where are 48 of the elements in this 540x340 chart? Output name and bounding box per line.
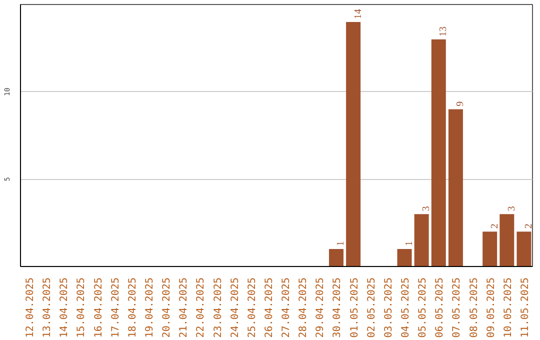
- x-tick-label: 09.05.2025: [486, 277, 497, 338]
- bar: [482, 232, 498, 266]
- x-tick-label: 10.05.2025: [502, 277, 514, 338]
- x-tick-label: 20.04.2025: [162, 277, 173, 338]
- x-tick-label: 26.04.2025: [264, 277, 275, 338]
- x-tick-label: 22.04.2025: [196, 277, 207, 338]
- bar: [516, 232, 532, 266]
- x-tick-label: 03.05.2025: [383, 277, 394, 338]
- x-tick-label: 29.04.2025: [315, 277, 326, 338]
- data-label: 3: [421, 206, 432, 212]
- x-tick-label: 04.05.2025: [400, 277, 412, 338]
- data-label: 13: [438, 26, 450, 36]
- bar: [448, 109, 463, 266]
- data-label: 1: [336, 241, 347, 246]
- x-tick-label: 25.04.2025: [246, 277, 258, 338]
- x-tick-label: 12.04.2025: [25, 277, 36, 338]
- x-tick-label: 17.04.2025: [110, 277, 122, 338]
- x-tick-label: 21.04.2025: [178, 277, 190, 338]
- bar: [397, 249, 412, 266]
- data-label: 9: [455, 101, 466, 106]
- x-tick-label: 23.04.2025: [212, 277, 224, 338]
- data-label: 2: [523, 224, 534, 229]
- x-tick-label: 18.04.2025: [127, 277, 138, 338]
- x-tick-label: 19.04.2025: [144, 277, 156, 338]
- x-tick-label: 05.05.2025: [418, 277, 429, 338]
- x-tick-label: 14.04.2025: [59, 277, 70, 338]
- x-tick-label: 24.04.2025: [230, 277, 241, 338]
- data-label: 1: [404, 241, 415, 246]
- bar: [431, 39, 446, 266]
- x-tick-label: 30.04.2025: [332, 277, 344, 338]
- x-tick-label: 02.05.2025: [366, 277, 378, 338]
- data-label: 14: [352, 8, 364, 19]
- data-label: 3: [506, 206, 518, 212]
- x-tick-label: 07.05.2025: [452, 277, 463, 338]
- bar: [346, 22, 361, 266]
- x-tick-label: 11.05.2025: [520, 277, 531, 338]
- x-tick-label: 28.04.2025: [298, 277, 310, 338]
- data-label: 2: [489, 224, 500, 229]
- x-tick-label: 15.04.2025: [76, 277, 88, 338]
- x-tick-label: 13.04.2025: [42, 277, 54, 338]
- x-tick-label: 06.05.2025: [434, 277, 446, 338]
- bar: [500, 214, 514, 266]
- bar: [414, 214, 429, 266]
- x-tick-label: 16.04.2025: [93, 277, 104, 338]
- x-tick-label: 08.05.2025: [468, 277, 480, 338]
- bar: [328, 249, 344, 266]
- x-tick-label: 01.05.2025: [349, 277, 360, 338]
- x-tick-label: 27.04.2025: [281, 277, 292, 338]
